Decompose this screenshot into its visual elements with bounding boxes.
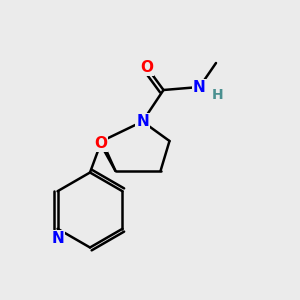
Text: N: N <box>136 114 149 129</box>
Text: N: N <box>51 231 64 246</box>
Text: H: H <box>212 88 224 102</box>
Text: N: N <box>193 80 206 94</box>
Text: O: O <box>140 60 154 75</box>
Text: O: O <box>94 136 107 152</box>
